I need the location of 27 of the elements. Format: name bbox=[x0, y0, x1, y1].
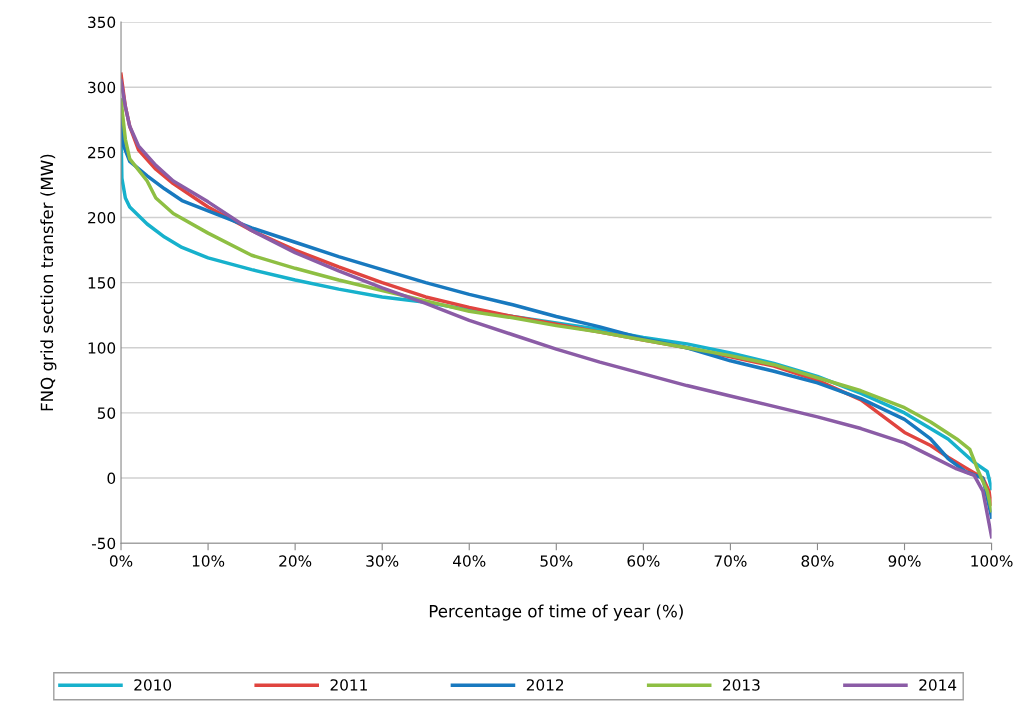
y-tick-label: 50 bbox=[97, 407, 116, 419]
y-tick-label: 150 bbox=[88, 277, 116, 289]
legend-label: 2014 bbox=[919, 679, 957, 691]
x-tick-label: 100% bbox=[971, 555, 1013, 567]
x-axis-title: Percentage of time of year (%) bbox=[429, 604, 683, 621]
y-tick-label: 300 bbox=[88, 81, 116, 94]
y-tick-label: 100 bbox=[88, 342, 116, 354]
legend-label: 2012 bbox=[526, 679, 564, 691]
y-axis-title: FNQ grid section transfer (MW) bbox=[40, 154, 57, 411]
legend-label: 2011 bbox=[330, 679, 367, 691]
x-tick-label: 80% bbox=[801, 555, 834, 567]
x-tick-label: 60% bbox=[627, 555, 660, 567]
y-tick-label: 250 bbox=[88, 146, 116, 159]
x-tick-label: 70% bbox=[714, 555, 747, 567]
x-tick-label: 50% bbox=[540, 555, 573, 567]
legend-label: 2010 bbox=[134, 679, 172, 691]
y-tick-label: 350 bbox=[88, 16, 116, 29]
x-tick-label: 30% bbox=[366, 555, 399, 567]
x-tick-label: 10% bbox=[192, 555, 225, 567]
y-tick-label: 0 bbox=[107, 472, 116, 485]
x-tick-label: 90% bbox=[888, 555, 921, 567]
x-tick-label: 0% bbox=[109, 555, 133, 567]
y-tick-label: 200 bbox=[88, 211, 116, 224]
legend-label: 2013 bbox=[723, 679, 760, 691]
y-tick-label: -50 bbox=[91, 537, 116, 550]
x-tick-label: 40% bbox=[453, 555, 486, 567]
x-tick-label: 20% bbox=[279, 555, 312, 567]
